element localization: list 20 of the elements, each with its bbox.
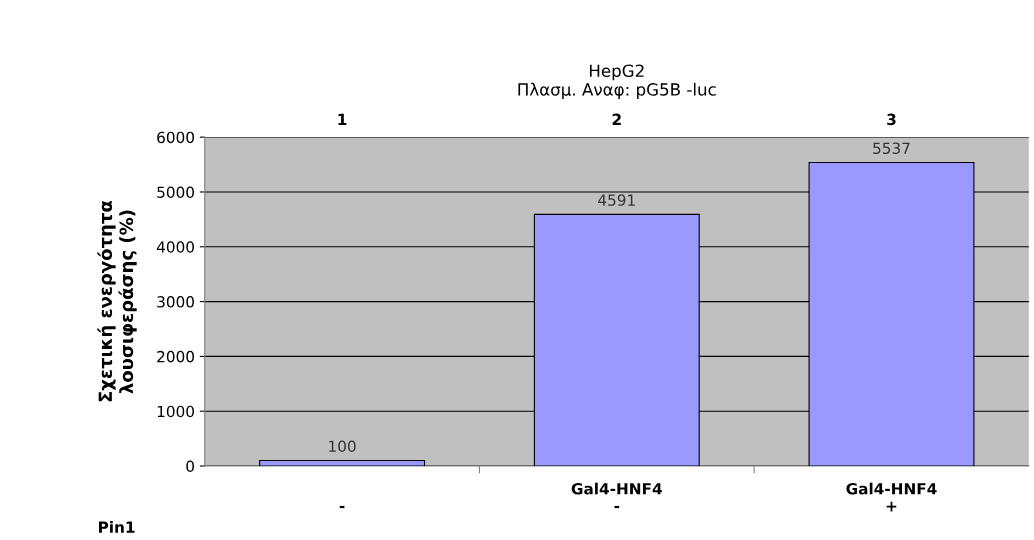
- y-tick-label: 1000: [157, 405, 194, 418]
- data-label: 100: [329, 440, 356, 453]
- y-tick-label: 4000: [156, 241, 194, 253]
- y-axis-title: Σχετική ενεργότητα λουσιφεράσης (%): [97, 200, 137, 402]
- data-label: 4591: [598, 194, 635, 206]
- y-tick-label: 3000: [157, 296, 194, 308]
- x-tick-label: Gal4-HNF4 -: [571, 482, 662, 509]
- y-tick-label: 2000: [157, 350, 194, 363]
- y-tick-label: 5000: [157, 186, 194, 198]
- text: 2: [612, 113, 621, 125]
- y-tick-label: 6000: [157, 131, 194, 144]
- text: Pin1: [99, 521, 135, 533]
- x-tick-label: -: [339, 505, 345, 509]
- y-tick-label: 0: [186, 460, 194, 473]
- bar: [259, 459, 426, 467]
- data-label: 5537: [873, 142, 910, 155]
- chart-title: HepG2 Πλασμ. Αναφ: pG5B -luc: [518, 64, 716, 99]
- text: 1: [338, 113, 347, 125]
- text: 3: [887, 113, 896, 126]
- x-tick-label: Gal4-HNF4 +: [846, 482, 937, 512]
